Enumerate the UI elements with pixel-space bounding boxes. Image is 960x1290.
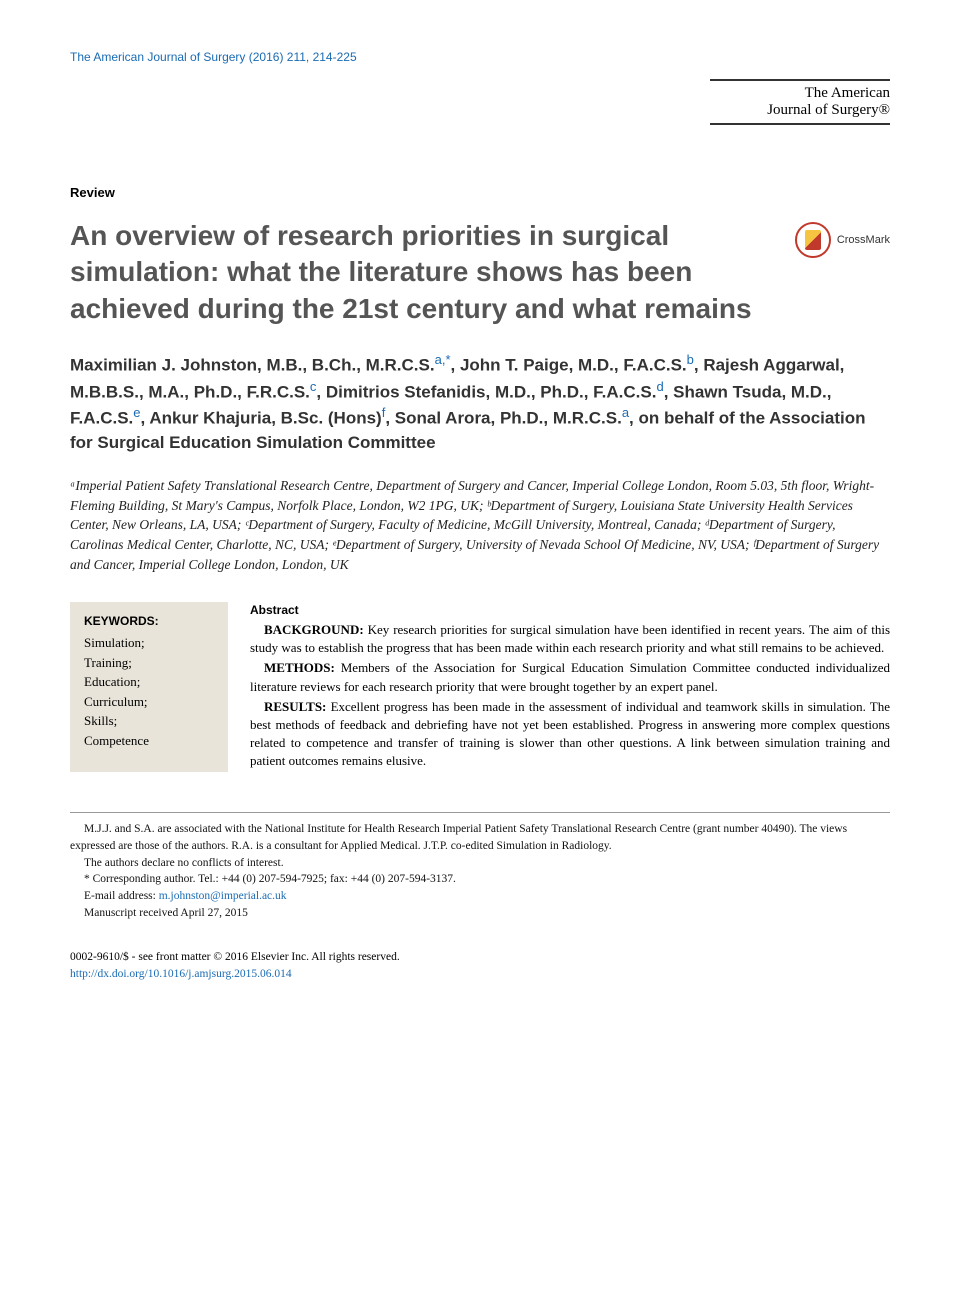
keyword-item: Curriculum; bbox=[84, 692, 214, 712]
affiliations-block: ᵃImperial Patient Safety Translational R… bbox=[70, 476, 890, 574]
abstract-block: Abstract BACKGROUND: Key research priori… bbox=[250, 602, 890, 772]
keyword-item: Competence bbox=[84, 731, 214, 751]
crossmark-label: CrossMark bbox=[837, 234, 890, 246]
results-label: RESULTS: bbox=[264, 699, 326, 714]
brand-rule-bottom bbox=[710, 123, 890, 125]
footnotes-block: M.J.J. and S.A. are associated with the … bbox=[70, 821, 890, 921]
footnote-corresponding: * Corresponding author. Tel.: +44 (0) 20… bbox=[70, 871, 890, 888]
keyword-item: Skills; bbox=[84, 711, 214, 731]
abstract-methods: METHODS: Members of the Association for … bbox=[250, 659, 890, 695]
journal-name-line1: The American bbox=[70, 85, 890, 102]
email-label: E-mail address: bbox=[84, 890, 159, 902]
keyword-item: Education; bbox=[84, 672, 214, 692]
keyword-item: Training; bbox=[84, 653, 214, 673]
footnote-received: Manuscript received April 27, 2015 bbox=[70, 905, 890, 922]
keywords-heading: KEYWORDS: bbox=[84, 612, 214, 630]
footnote-rule bbox=[70, 812, 890, 813]
crossmark-icon bbox=[795, 222, 831, 258]
methods-label: METHODS: bbox=[264, 660, 335, 675]
journal-citation: The American Journal of Surgery (2016) 2… bbox=[70, 50, 890, 64]
footnote-funding: M.J.J. and S.A. are associated with the … bbox=[70, 821, 890, 854]
footnote-coi: The authors declare no conflicts of inte… bbox=[70, 855, 890, 872]
copyright-block: 0002-9610/$ - see front matter © 2016 El… bbox=[70, 949, 890, 981]
copyright-line: 0002-9610/$ - see front matter © 2016 El… bbox=[70, 949, 890, 965]
authors-block: Maximilian J. Johnston, M.B., B.Ch., M.R… bbox=[70, 351, 890, 454]
journal-brand: The American Journal of Surgery® bbox=[70, 79, 890, 125]
results-text: Excellent progress has been made in the … bbox=[250, 699, 890, 769]
doi-link[interactable]: http://dx.doi.org/10.1016/j.amjsurg.2015… bbox=[70, 966, 890, 982]
crossmark-widget[interactable]: CrossMark bbox=[795, 222, 890, 258]
keyword-item: Simulation; bbox=[84, 633, 214, 653]
corresponding-email[interactable]: m.johnston@imperial.ac.uk bbox=[159, 890, 287, 902]
abstract-results: RESULTS: Excellent progress has been mad… bbox=[250, 698, 890, 771]
article-title: An overview of research priorities in su… bbox=[70, 218, 775, 327]
journal-name-line2: Journal of Surgery® bbox=[70, 102, 890, 119]
brand-rule-top bbox=[710, 79, 890, 81]
keywords-box: KEYWORDS: Simulation; Training; Educatio… bbox=[70, 602, 228, 772]
methods-text: Members of the Association for Surgical … bbox=[250, 660, 890, 693]
article-type: Review bbox=[70, 185, 890, 200]
abstract-background: BACKGROUND: Key research priorities for … bbox=[250, 621, 890, 657]
background-label: BACKGROUND: bbox=[264, 622, 364, 637]
abstract-heading: Abstract bbox=[250, 602, 890, 619]
footnote-email-row: E-mail address: m.johnston@imperial.ac.u… bbox=[70, 888, 890, 905]
